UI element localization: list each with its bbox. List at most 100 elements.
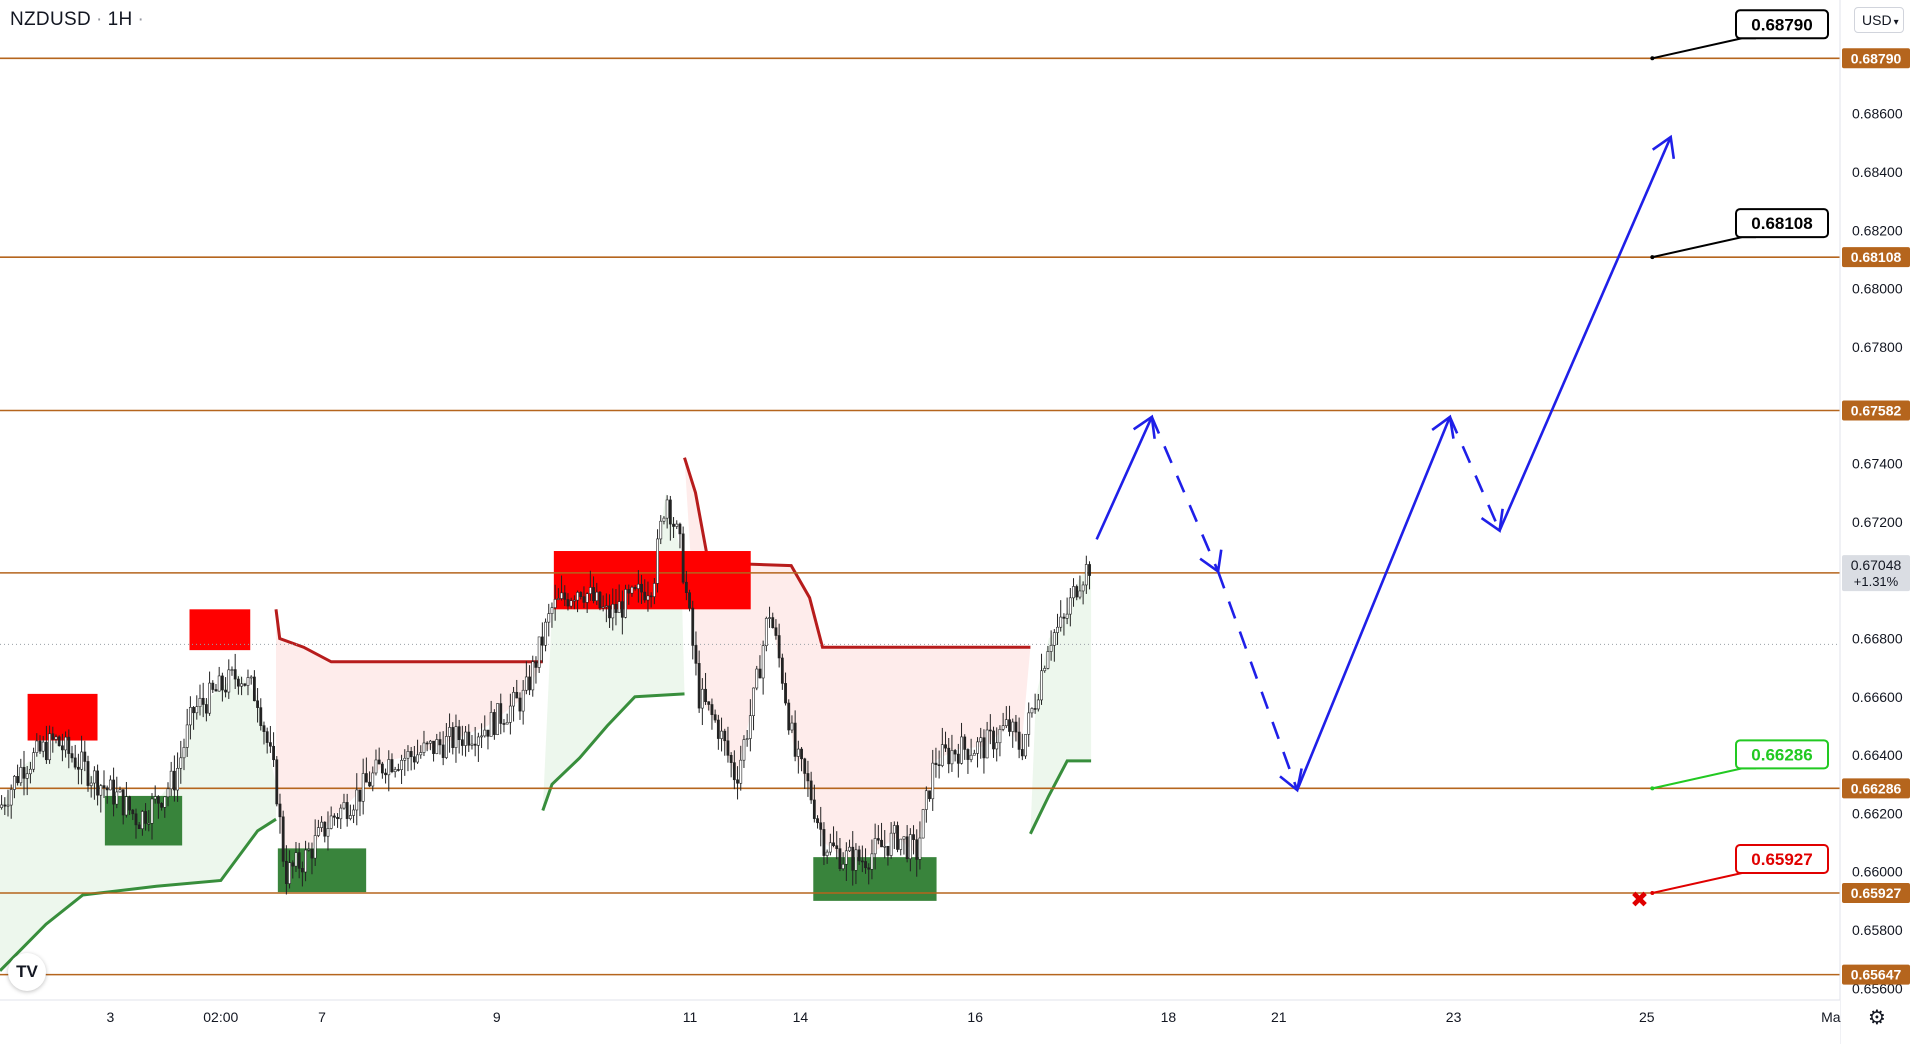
candle-body bbox=[697, 663, 701, 709]
candle-body bbox=[217, 675, 221, 692]
candle-body bbox=[636, 583, 640, 589]
y-tick-label: 0.66000 bbox=[1852, 864, 1903, 880]
supply-zone-1 bbox=[189, 609, 251, 651]
candle-body bbox=[918, 837, 922, 860]
y-tick-label: 0.66200 bbox=[1852, 805, 1903, 821]
candle-body bbox=[1075, 586, 1079, 598]
candle-body bbox=[896, 825, 899, 850]
candle-body bbox=[851, 846, 855, 871]
candle-body bbox=[534, 661, 538, 668]
candle-body bbox=[425, 742, 429, 745]
supertrend-fill-2 bbox=[542, 492, 685, 811]
callout-box-0 bbox=[1735, 9, 1829, 40]
candle-body bbox=[643, 591, 647, 601]
candle-body bbox=[460, 739, 464, 746]
candle-body bbox=[508, 705, 512, 723]
candle-body bbox=[592, 587, 595, 602]
candle-body bbox=[166, 788, 170, 798]
candle-body bbox=[150, 798, 154, 824]
candle-body bbox=[598, 591, 602, 609]
candle-body bbox=[390, 759, 394, 773]
candle-body bbox=[355, 789, 359, 811]
candle-body bbox=[816, 818, 819, 824]
tradingview-logo[interactable]: TV bbox=[8, 953, 46, 991]
candle-body bbox=[604, 605, 608, 608]
currency-select[interactable]: USD ▾ bbox=[1854, 7, 1904, 33]
candle-body bbox=[803, 758, 807, 774]
candle-body bbox=[156, 796, 160, 804]
candle-body bbox=[710, 704, 714, 715]
candle-body bbox=[828, 842, 832, 853]
x-tick-label: 3 bbox=[107, 1009, 115, 1025]
candle-body bbox=[374, 759, 378, 774]
candle-body bbox=[480, 735, 483, 738]
candle-body bbox=[41, 741, 45, 752]
candle-body bbox=[611, 603, 615, 619]
candle-body bbox=[1072, 586, 1075, 599]
candle-body bbox=[992, 730, 995, 750]
candle-body bbox=[681, 533, 685, 583]
candle-body bbox=[300, 868, 304, 873]
candle-body bbox=[908, 834, 912, 859]
candle-body bbox=[748, 715, 752, 739]
callout-label-0: 0.68790 bbox=[1751, 15, 1812, 34]
x-tick-label: 25 bbox=[1639, 1009, 1655, 1025]
candle-body bbox=[48, 733, 51, 761]
candle-body bbox=[1020, 749, 1024, 757]
candle-body bbox=[233, 669, 237, 680]
candle-body bbox=[732, 762, 736, 781]
candle-body bbox=[713, 714, 717, 721]
candle-body bbox=[438, 739, 442, 746]
candle-body bbox=[1084, 564, 1088, 586]
supertrend-line-3 bbox=[683, 457, 1031, 649]
candle-body bbox=[691, 607, 695, 646]
candle-body bbox=[771, 617, 775, 629]
candle-body bbox=[764, 618, 768, 647]
candle-body bbox=[304, 849, 307, 873]
candle-body bbox=[307, 848, 311, 851]
candle-body bbox=[1008, 719, 1011, 732]
candle-body bbox=[1059, 616, 1063, 628]
candle-body bbox=[809, 780, 813, 801]
candle-body bbox=[124, 796, 128, 816]
title-separator: · bbox=[95, 9, 103, 30]
candle-body bbox=[179, 757, 183, 769]
candle-body bbox=[44, 741, 48, 761]
candle-body bbox=[624, 589, 627, 618]
candle-body bbox=[332, 815, 336, 818]
candle-body bbox=[176, 768, 179, 791]
candle-body bbox=[80, 751, 83, 770]
symbol-title[interactable]: NZDUSD · 1H · bbox=[10, 9, 149, 31]
candle-body bbox=[995, 742, 999, 750]
candle-body bbox=[547, 613, 551, 623]
candle-body bbox=[966, 749, 970, 760]
forecast-segment-4 bbox=[1448, 416, 1501, 532]
callout-label-2: 0.66286 bbox=[1751, 745, 1812, 764]
candle-body bbox=[940, 744, 944, 766]
candle-body bbox=[220, 675, 224, 691]
candle-body bbox=[377, 759, 381, 765]
candle-body bbox=[985, 729, 989, 759]
candle-body bbox=[857, 849, 861, 862]
candle-body bbox=[934, 762, 938, 765]
candle-body bbox=[275, 759, 279, 805]
candle-body bbox=[531, 661, 535, 691]
x-tick-label: 14 bbox=[793, 1009, 809, 1025]
candle-body bbox=[550, 607, 554, 614]
candle-body bbox=[1049, 645, 1053, 652]
candle-body bbox=[665, 499, 669, 519]
candle-body bbox=[153, 796, 157, 800]
candle-body bbox=[291, 862, 295, 867]
candle-body bbox=[496, 703, 499, 735]
gear-icon[interactable]: ⚙ bbox=[1868, 1007, 1886, 1029]
candle-body bbox=[1078, 590, 1082, 598]
candle-body bbox=[540, 636, 544, 646]
x-tick-label: 21 bbox=[1271, 1009, 1287, 1025]
candle-body bbox=[236, 678, 240, 687]
supertrend-fill-4 bbox=[1030, 562, 1092, 834]
candle-body bbox=[0, 804, 3, 808]
candle-body bbox=[400, 759, 403, 770]
candle-body bbox=[137, 824, 141, 830]
candle-body bbox=[227, 669, 231, 693]
